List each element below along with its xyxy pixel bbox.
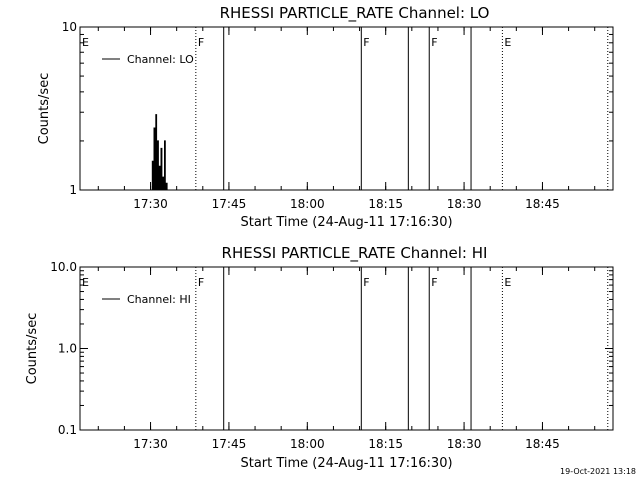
x-tick-label: 18:45 [525, 197, 560, 211]
y-tick-label: 10 [62, 20, 77, 34]
y-axis-label: Counts/sec [25, 313, 40, 385]
x-axis-label: Start Time (24-Aug-11 17:16:30) [240, 456, 452, 471]
panel-hi-channel: RHESSI PARTICLE_RATE Channel: HI 17:30 17:… [25, 244, 614, 471]
x-tick-label: 18:15 [368, 197, 403, 211]
legend-label: Channel: HI [127, 293, 191, 306]
y-tick-label: 10.0 [50, 260, 77, 274]
x-tick-label: 18:00 [290, 437, 325, 451]
y-tick-label: 0.1 [58, 423, 77, 437]
flag-label: F [198, 36, 204, 49]
flag-label: F [431, 36, 437, 49]
flag-label: E [82, 36, 89, 49]
legend-label: Channel: LO [127, 53, 194, 66]
x-tick-label: 18:15 [368, 437, 403, 451]
x-tick-label: 18:00 [290, 197, 325, 211]
flag-label: F [431, 276, 437, 289]
flag-label: E [504, 36, 511, 49]
x-tick-label: 17:30 [133, 197, 168, 211]
x-tick-label: 17:45 [212, 437, 247, 451]
timestamp-label: 19-Oct-2021 13:18 [560, 467, 636, 476]
x-axis-label: Start Time (24-Aug-11 17:16:30) [240, 215, 452, 230]
flag-label: F [363, 36, 369, 49]
x-tick-label: 18:45 [525, 437, 560, 451]
x-tick-label: 18:30 [447, 197, 482, 211]
y-tick-label: 1.0 [58, 342, 77, 356]
chart-title: RHESSI PARTICLE_RATE Channel: LO [220, 4, 490, 23]
y-axis-label: Counts/sec [37, 73, 52, 145]
flag-label: E [82, 276, 89, 289]
series-line [149, 114, 169, 191]
chart-title: RHESSI PARTICLE_RATE Channel: HI [222, 244, 488, 263]
flag-label: F [363, 276, 369, 289]
flag-label: E [504, 276, 511, 289]
x-tick-label: 17:30 [133, 437, 168, 451]
y-tick-label: 1 [69, 183, 77, 197]
x-tick-label: 17:45 [212, 197, 247, 211]
x-tick-label: 18:30 [447, 437, 482, 451]
flag-label: F [198, 276, 204, 289]
panel-lo-channel: RHESSI PARTICLE_RATE Channel: LO 17:30 17:… [37, 4, 614, 230]
